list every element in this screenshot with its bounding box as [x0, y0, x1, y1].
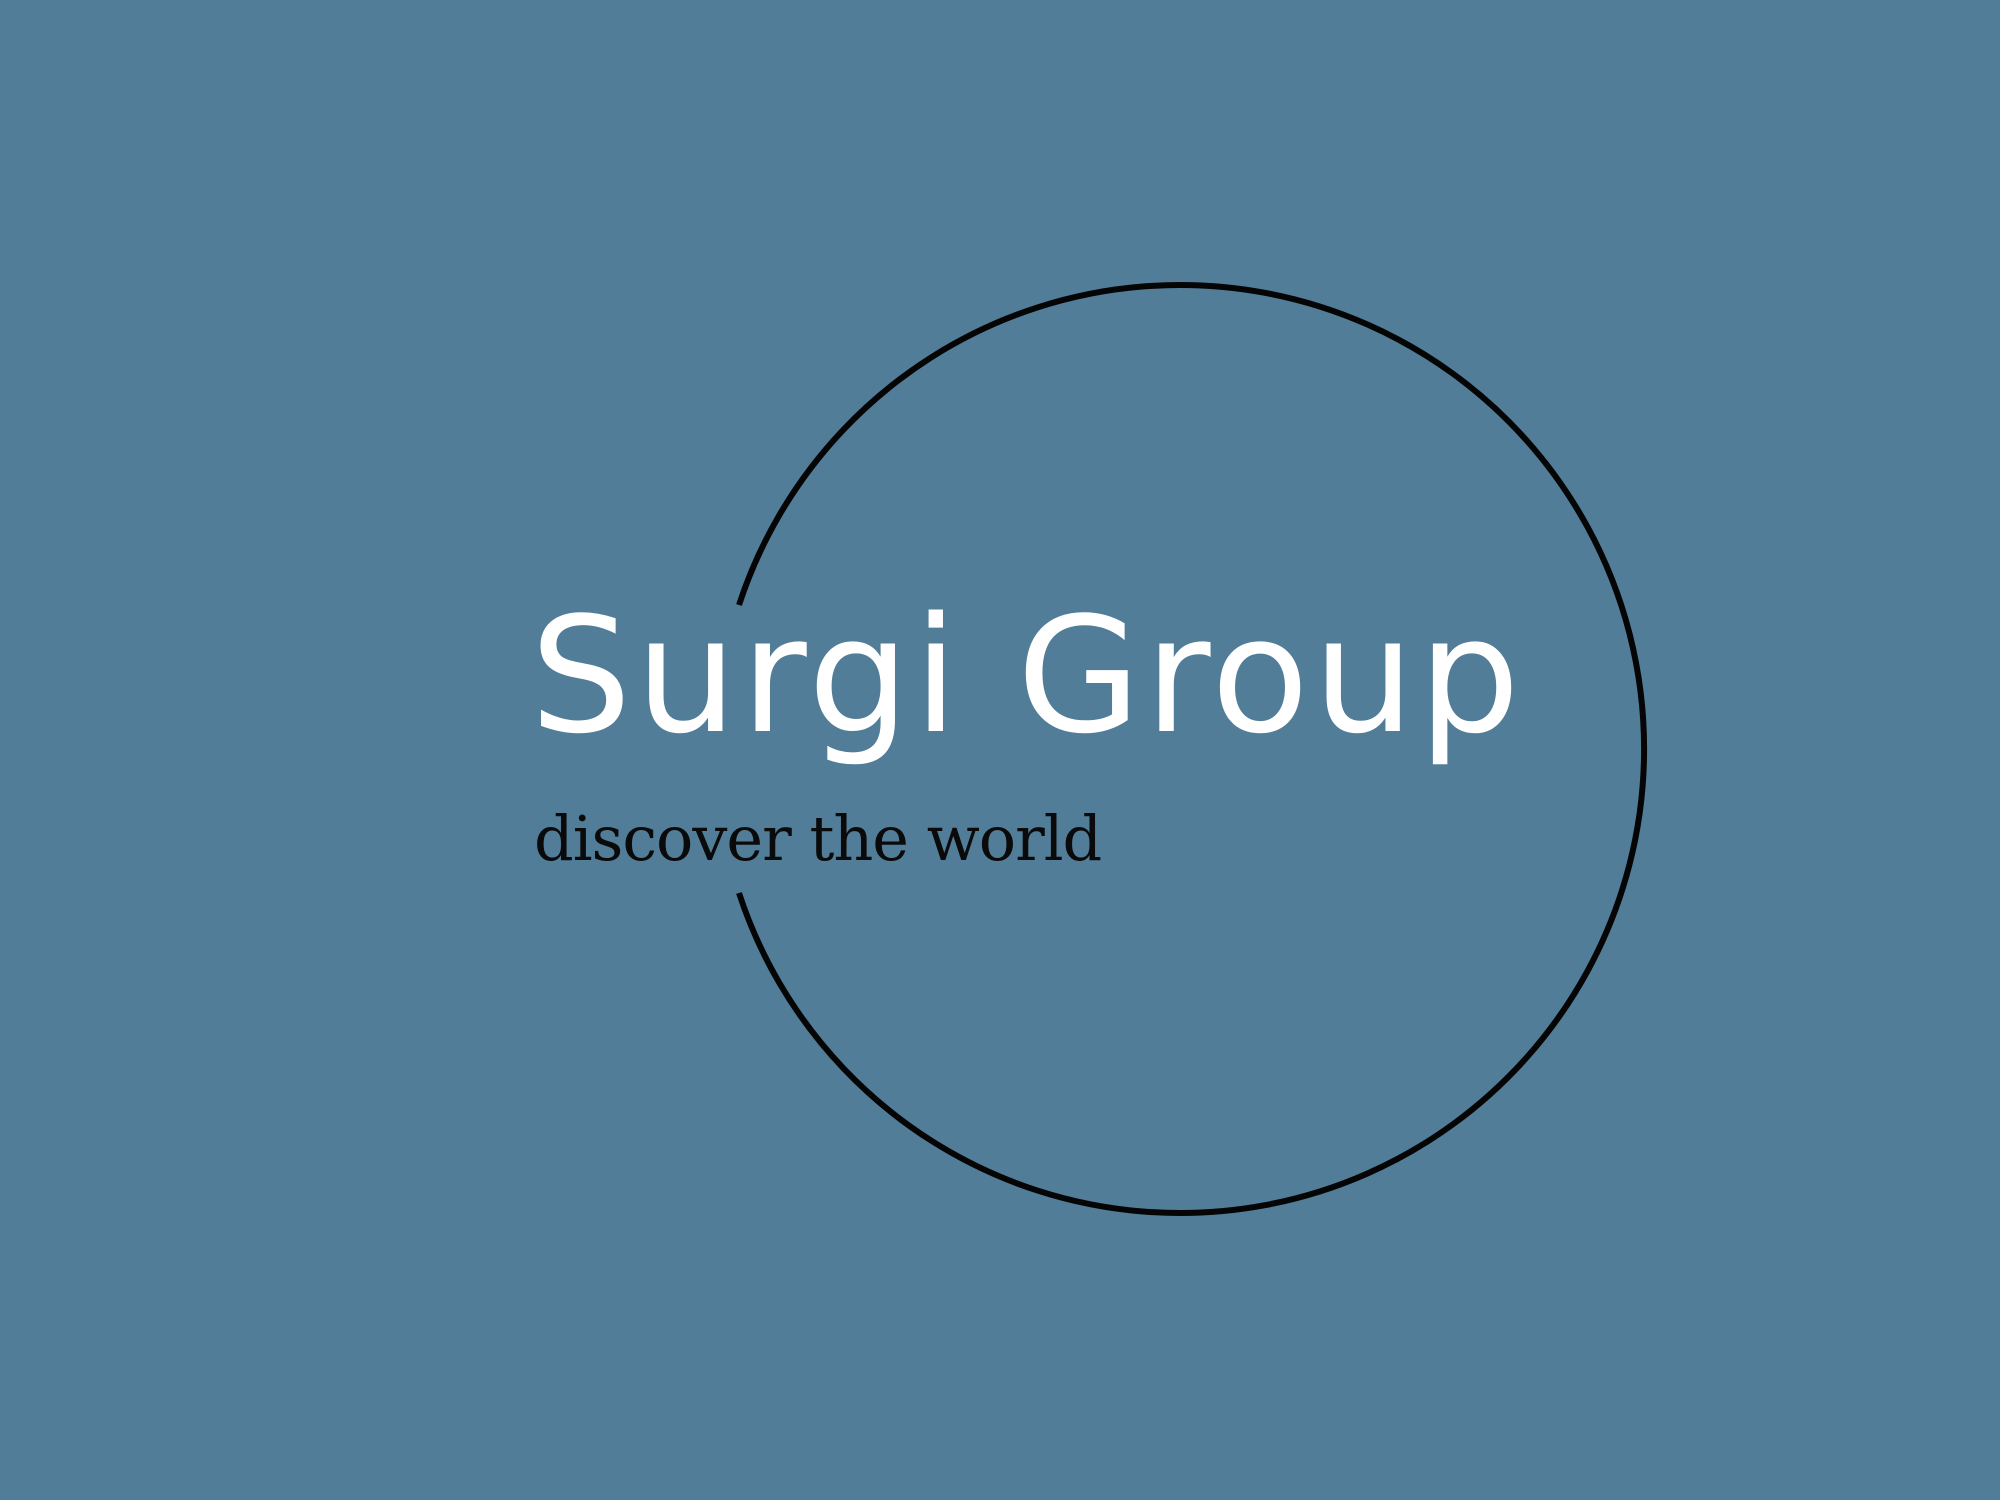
logo-ring-arc: [736, 282, 1648, 1216]
brand-name: Surgi Group: [530, 582, 1524, 769]
tagline: discover the world: [534, 802, 1102, 875]
